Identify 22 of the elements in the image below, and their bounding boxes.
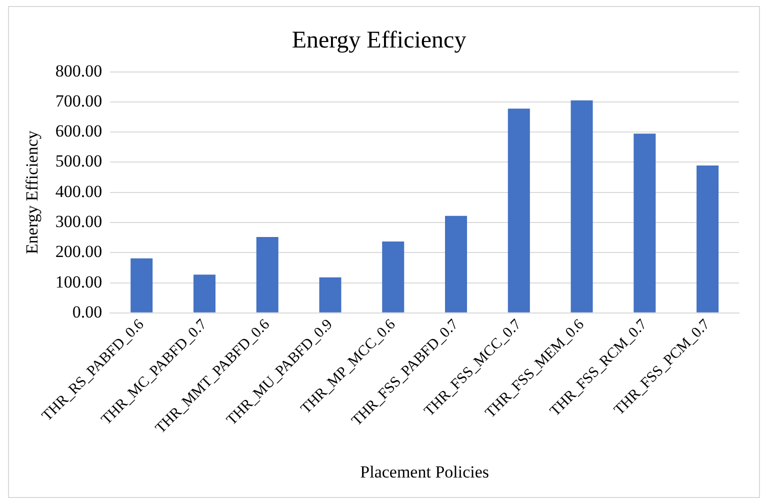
bar [130,258,153,312]
bar [256,236,278,312]
y-tick-label: 400.00 [55,182,102,201]
bar [634,134,656,312]
bar [319,277,342,312]
bar [193,274,216,312]
y-tick-label: 0.00 [72,302,102,322]
chart-title: Energy Efficiency [292,28,466,54]
bar [508,108,530,312]
y-tick-label: 600.00 [55,122,102,141]
x-axis-title: Placement Policies [360,462,490,482]
y-tick-label: 300.00 [55,212,102,231]
y-tick-label: 200.00 [55,242,102,262]
y-axis-title: Energy Efficiency [22,130,42,254]
bar [445,216,468,312]
bar [696,166,719,312]
y-tick-label: 700.00 [55,91,102,110]
bar [570,100,593,312]
bar [382,241,404,312]
y-tick-label: 100.00 [55,272,102,292]
y-tick-label: 800.00 [55,61,102,80]
y-tick-label: 500.00 [55,152,102,171]
